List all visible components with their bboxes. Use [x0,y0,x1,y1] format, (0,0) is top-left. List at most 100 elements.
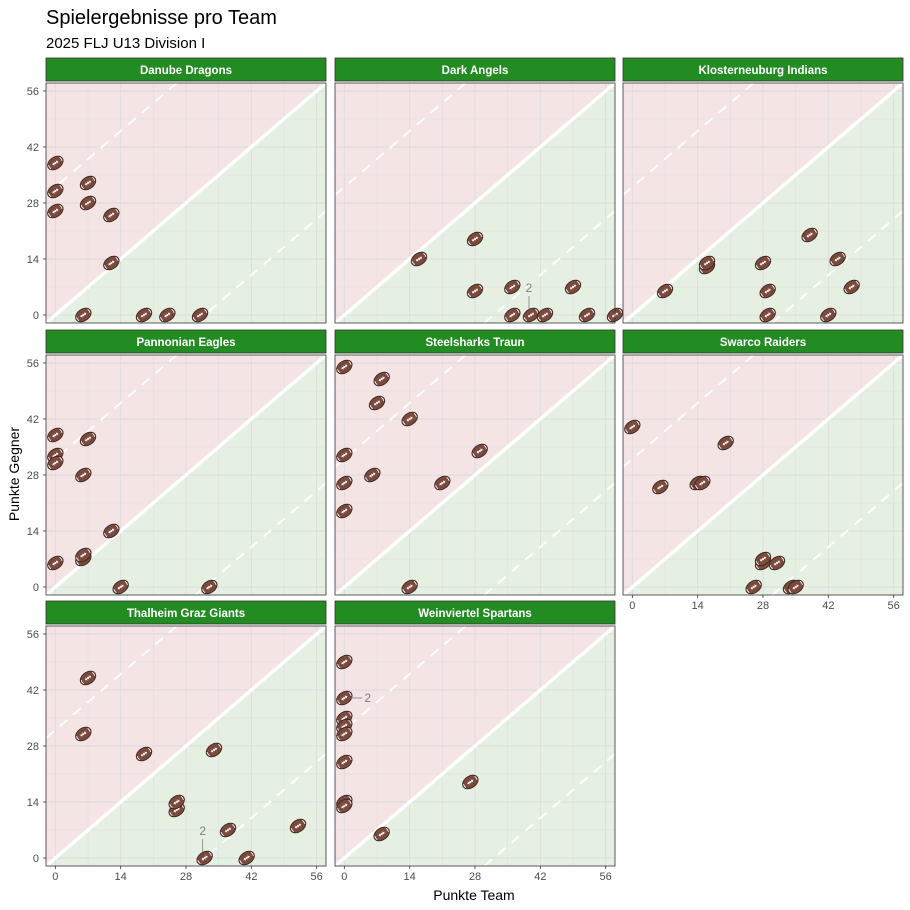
data-point-football [578,307,596,323]
facet-panel: Klosterneuburg Indians [622,57,904,324]
facet-strip [45,329,327,354]
data-point-football [336,475,353,491]
data-point-football [336,690,353,706]
data-point-football [201,579,218,595]
diagonal-line [623,83,903,323]
data-point-football [112,579,129,595]
upper-dashed-line [623,83,756,196]
data-point-football [410,251,428,267]
data-point-football [103,523,120,539]
point-count-text: 2 [526,281,533,295]
data-point-football [75,726,92,742]
data-point-football [368,395,386,411]
data-point-football [652,479,669,495]
data-point-football [47,427,64,443]
x-tick-label: 56 [888,600,900,612]
data-point-football [219,822,237,838]
diagonal-line [46,626,326,866]
data-point-football [698,255,716,271]
data-point-football [79,431,97,447]
facet-strip-label: Danube Dragons [140,65,232,77]
data-point-football [373,826,390,842]
facet-strip-label: Pannonian Eagles [136,337,235,349]
data-point-football [373,371,390,387]
data-point-football [103,255,120,271]
data-point-football [75,467,92,483]
facet-strip-label: Thalheim Graz Giants [127,608,245,620]
facet-strip-label: Steelsharks Traun [425,337,524,349]
data-point-football [159,307,176,323]
data-point-football [754,255,772,271]
data-point-football [694,475,711,491]
facet-strip [622,329,904,354]
y-tick-label: 14 [27,797,39,809]
data-point-football [829,251,846,267]
upper-dashed-line [335,355,468,468]
x-tick-label: 42 [534,871,546,883]
facet-panel: Swarco Raiders 0 14 28 42 56 [622,329,904,612]
x-tick-label: 56 [600,871,612,883]
data-point-football [47,455,64,471]
facet-strip-label: Klosterneuburg Indians [698,65,827,77]
y-tick-label: 14 [27,254,39,266]
diagonal-line [46,83,326,323]
facet-strip-label: Swarco Raiders [720,337,806,349]
data-point-football [564,279,582,295]
data-point-football [522,307,540,323]
facet-strip [622,57,904,82]
x-tick-label: 0 [52,871,58,883]
facet-panel: Dark Angels 2 [334,57,624,324]
data-point-football [656,283,674,299]
upper-dashed-line [335,626,468,739]
data-point-football [79,175,97,191]
y-tick-label: 42 [27,685,39,697]
upper-dashed-line [623,355,756,468]
y-tick-label: 0 [33,582,39,594]
facet-strip-label: Weinviertel Spartans [418,608,532,620]
data-point-football [336,754,353,770]
y-tick-label: 42 [27,142,39,154]
plot-area [622,82,904,324]
upper-dashed-line [335,83,468,196]
panel-border [334,82,616,324]
data-point-football [196,850,213,866]
x-tick-label: 56 [311,871,323,883]
data-point-football [168,794,185,810]
data-point-football [336,654,353,670]
facet-strip [334,600,616,625]
chart-subtitle: 2025 FLJ U13 Division I [46,35,205,52]
y-tick-label: 14 [27,526,39,538]
y-tick-label: 42 [27,414,39,426]
point-count-text: 2 [364,691,371,705]
diagonal-line [335,626,615,866]
x-tick-label: 0 [629,600,635,612]
data-point-football [336,447,353,463]
data-point-football [336,726,353,742]
x-tick-label: 28 [180,871,192,883]
y-tick-label: 56 [27,86,39,98]
y-tick-label: 0 [33,310,39,322]
facet-panels: Danube Dragons 0 14 28 42 56 Dark Angels 2 Klost… [27,57,904,883]
data-point-football [745,579,762,595]
panel-border [334,354,616,596]
plot-area: 0 14 28 42 56 [27,354,327,596]
y-tick-label: 56 [27,629,39,641]
data-point-football [787,579,804,595]
x-axis-label: Punkte Team [433,887,514,903]
data-point-football [466,283,484,299]
data-point-football [754,551,772,567]
data-point-football [47,555,64,571]
data-point-football [336,359,353,375]
upper-dashed-line [46,626,179,739]
data-point-football [135,746,153,762]
data-point-football [79,195,97,211]
facet-panel: Weinviertel Spartans 2 0 14 28 42 56 [334,600,616,883]
x-tick-label: 14 [115,871,127,883]
data-point-football [238,850,255,866]
data-point-football [768,555,786,571]
data-point-football [843,279,860,295]
data-point-football [536,307,554,323]
upper-dashed-line [46,355,179,468]
data-point-football [820,307,837,323]
